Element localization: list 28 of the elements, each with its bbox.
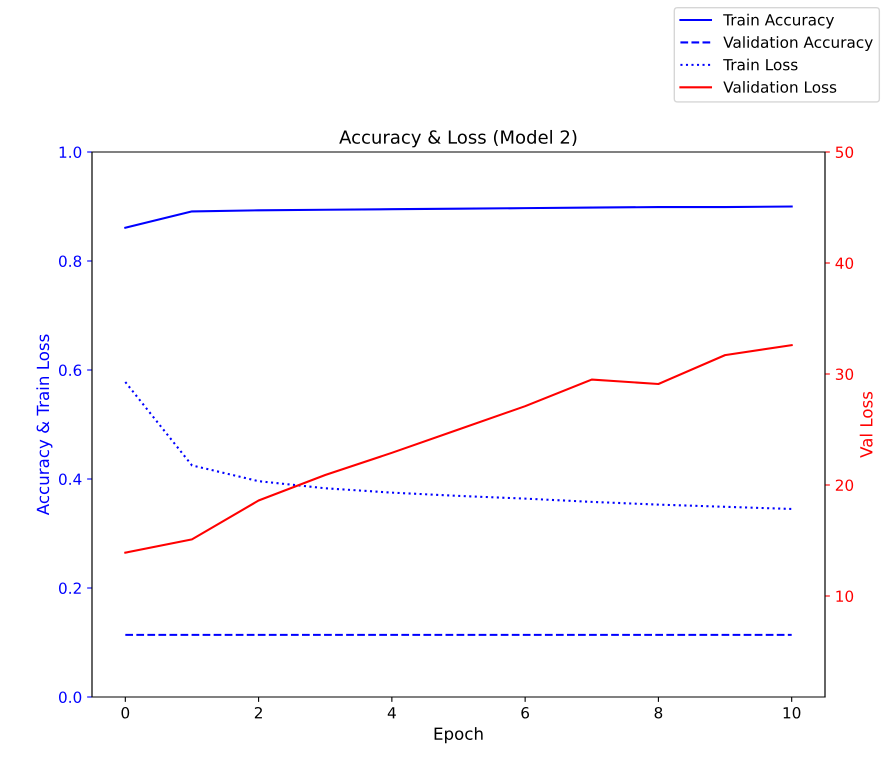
x-tick-label: 4 xyxy=(388,707,396,718)
y-tick-label: 0.4 xyxy=(58,473,82,486)
y2-tick-label: 50 xyxy=(836,146,854,158)
chart-title: Accuracy & Loss (Model 2) xyxy=(339,130,576,148)
x-tick-label: 8 xyxy=(654,706,662,719)
legend-label: Train Loss xyxy=(723,58,798,70)
legend-label: Train Accuracy xyxy=(723,14,834,29)
y2-tick-label: 20 xyxy=(836,479,854,492)
legend-label: Validation Accuracy xyxy=(723,36,873,51)
line-series xyxy=(124,344,793,554)
x-tick-label: 10 xyxy=(784,706,800,719)
y2-axis-title: Val Loss xyxy=(860,392,873,458)
y-tick-label: 0.0 xyxy=(58,691,82,704)
x-tick-label: 0 xyxy=(121,706,130,719)
y2-tick-label: 40 xyxy=(835,257,854,270)
x-tick-label: 2 xyxy=(254,706,262,718)
y-axis-title: Accuracy & Train Loss xyxy=(36,334,52,516)
y2-tick-label: 10 xyxy=(836,590,854,602)
y-tick-label: 0.6 xyxy=(58,364,82,376)
y-tick-label: 0.8 xyxy=(58,255,82,268)
legend-label: Validation Loss xyxy=(723,81,836,93)
y-tick-label: 1.0 xyxy=(60,146,82,158)
line-series xyxy=(124,205,793,229)
y2-tick-label: 30 xyxy=(836,368,854,380)
x-axis-title: Epoch xyxy=(434,727,483,744)
y-tick-label: 0.2 xyxy=(58,582,81,594)
line-series xyxy=(124,380,793,510)
x-tick-label: 6 xyxy=(521,706,530,719)
